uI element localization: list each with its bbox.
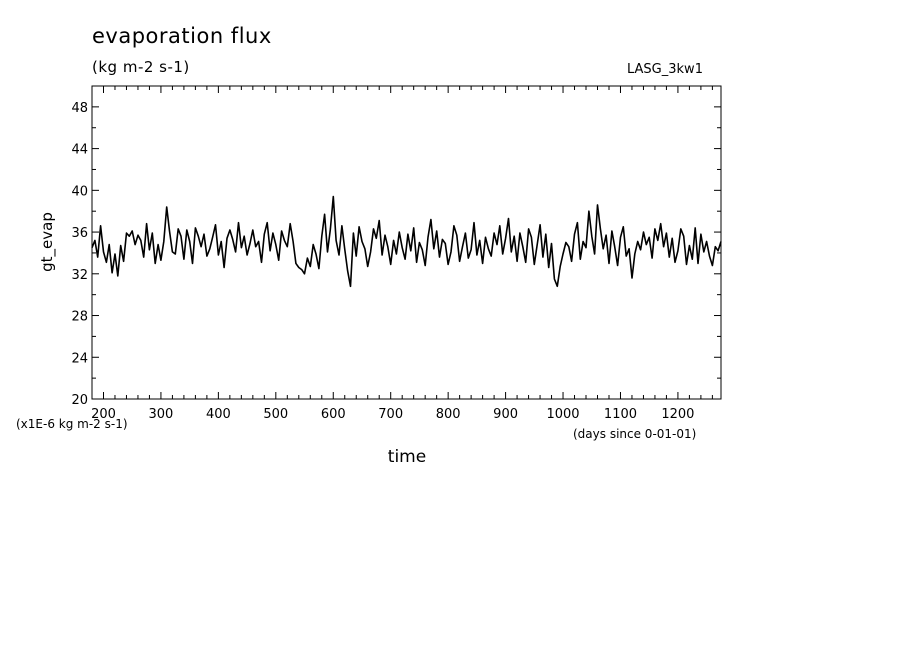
x-tick-label: 1200 [661, 407, 694, 422]
x-tick-label: 800 [436, 407, 461, 422]
experiment-tag: LASG_3kw1 [627, 62, 703, 77]
y-tick-label: 40 [71, 184, 88, 199]
x-tick-label: 900 [493, 407, 518, 422]
x-tick-label: 300 [149, 407, 174, 422]
y-axis-units: (x1E-6 kg m-2 s-1) [16, 417, 128, 431]
y-tick-label: 48 [71, 101, 88, 116]
x-axis-label: time [387, 447, 427, 467]
chart-subtitle: (kg m-2 s-1) [92, 58, 190, 76]
x-tick-label: 1100 [604, 407, 637, 422]
x-tick-label: 500 [263, 407, 288, 422]
x-axis-units: (days since 0-01-01) [573, 427, 697, 441]
x-tick-label: 200 [91, 407, 116, 422]
y-tick-label: 20 [71, 393, 88, 408]
y-tick-label: 24 [71, 351, 88, 366]
axis-ticks [92, 85, 721, 400]
chart-title: evaporation flux [92, 24, 272, 48]
x-tick-label: 600 [321, 407, 346, 422]
y-tick-label: 28 [71, 310, 88, 325]
y-tick-label: 36 [71, 226, 88, 241]
series-line-gt-evap [91, 195, 722, 288]
x-tick-label: 1000 [546, 407, 579, 422]
tick-labels: 200 300 400 500 600 700 800 900 1000 1100 1200 20 24… [71, 101, 694, 422]
x-tick-label: 700 [378, 407, 403, 422]
y-tick-label: 44 [71, 143, 88, 158]
y-tick-label: 32 [71, 268, 88, 283]
x-tick-label: 400 [206, 407, 231, 422]
